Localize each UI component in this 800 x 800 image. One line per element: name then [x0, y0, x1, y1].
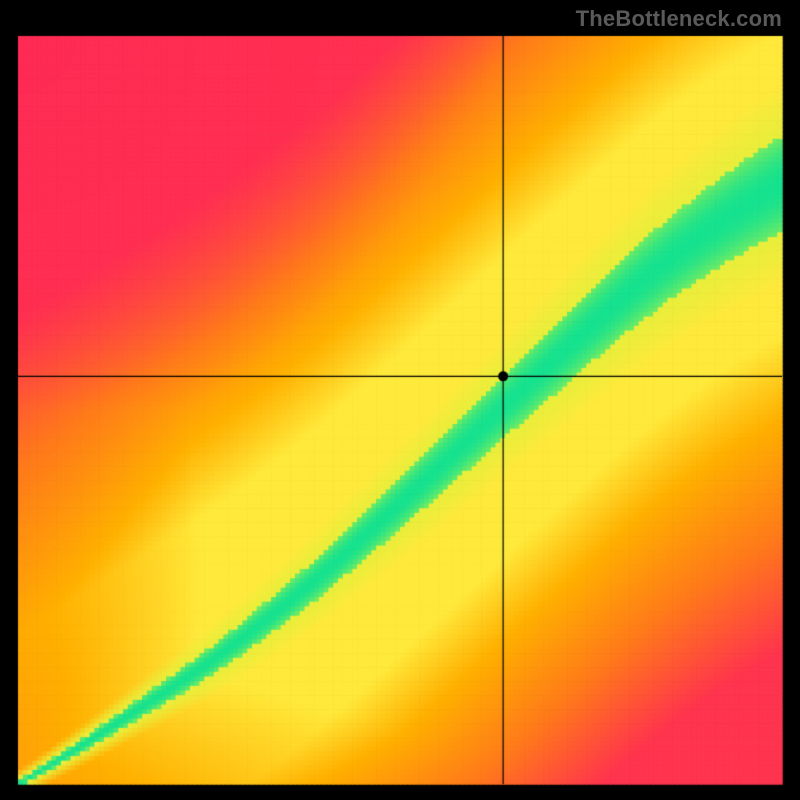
bottleneck-heatmap	[0, 0, 800, 800]
watermark-text: TheBottleneck.com	[576, 6, 782, 32]
chart-container: TheBottleneck.com	[0, 0, 800, 800]
